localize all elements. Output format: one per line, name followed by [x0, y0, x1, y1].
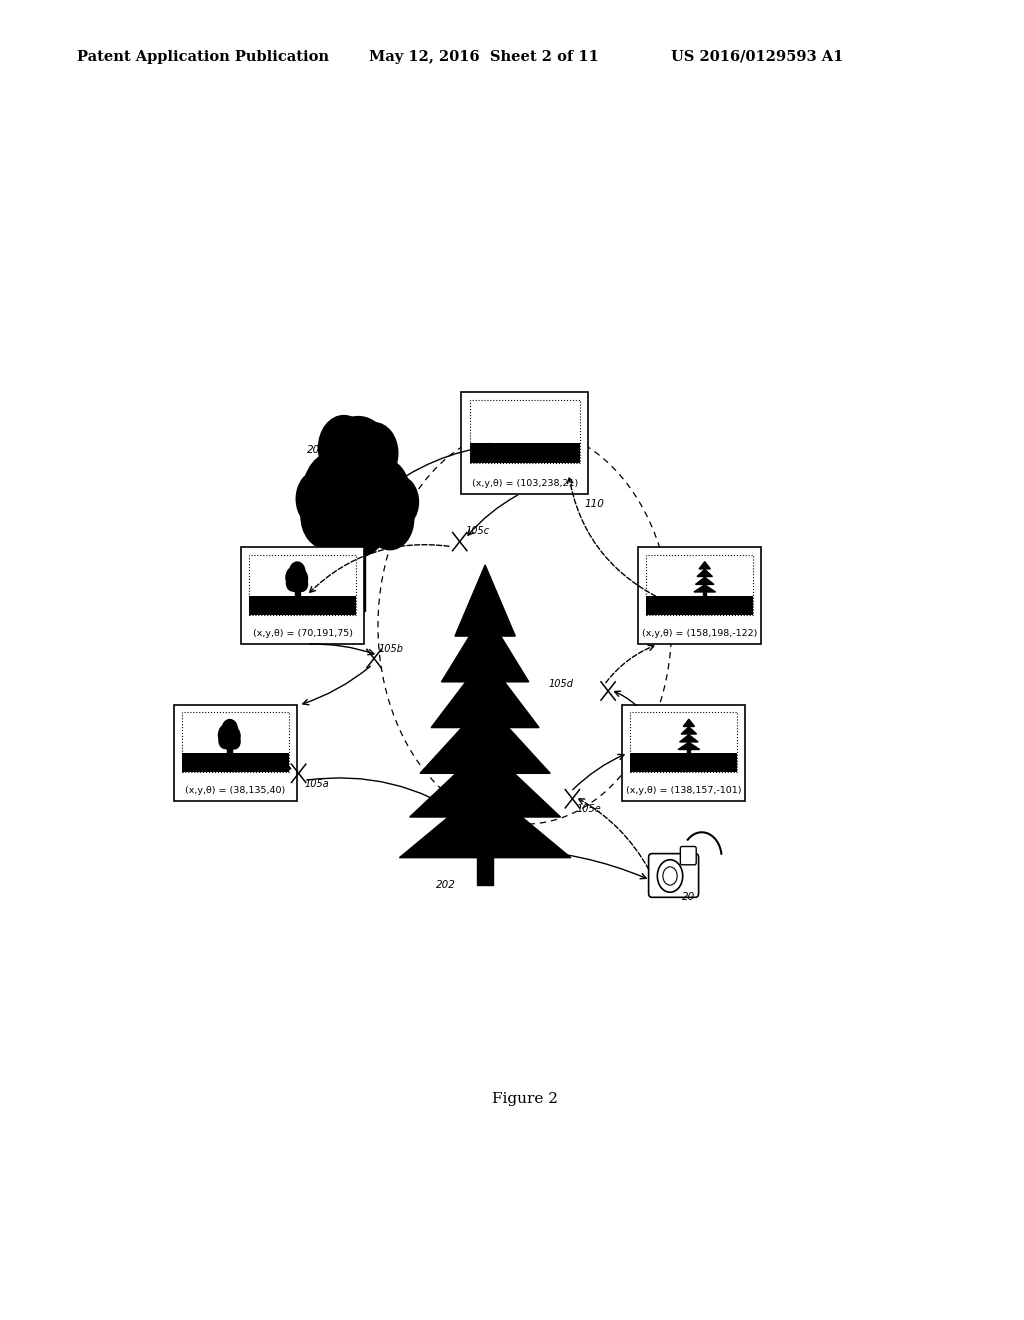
Circle shape [318, 416, 370, 480]
Circle shape [222, 719, 238, 739]
Bar [241, 548, 365, 644]
Circle shape [663, 867, 677, 886]
Bar [461, 392, 588, 494]
Text: 202: 202 [436, 880, 456, 890]
Bar [638, 548, 761, 644]
Circle shape [350, 457, 411, 535]
Circle shape [296, 470, 341, 528]
Bar [646, 595, 753, 615]
Polygon shape [441, 611, 528, 682]
Bar [470, 444, 580, 463]
Text: May 12, 2016  Sheet 2 of 11: May 12, 2016 Sheet 2 of 11 [369, 50, 598, 63]
Circle shape [228, 734, 240, 748]
Circle shape [657, 859, 683, 892]
Polygon shape [683, 719, 694, 726]
Circle shape [219, 733, 231, 748]
Circle shape [293, 569, 307, 587]
Polygon shape [694, 585, 716, 591]
Bar [181, 713, 289, 772]
Bar [477, 809, 494, 886]
Circle shape [377, 475, 419, 528]
Circle shape [286, 568, 302, 587]
Polygon shape [680, 735, 698, 742]
Polygon shape [410, 746, 560, 817]
Text: (x,y,θ) = (158,198,-122): (x,y,θ) = (158,198,-122) [642, 628, 757, 638]
Circle shape [225, 727, 240, 746]
Text: US 2016/0129593 A1: US 2016/0129593 A1 [671, 50, 843, 63]
Polygon shape [695, 577, 714, 585]
Circle shape [350, 422, 397, 483]
Bar [687, 748, 690, 755]
Bar [174, 705, 297, 801]
Circle shape [290, 562, 305, 582]
Bar [703, 590, 707, 597]
Text: 105b: 105b [379, 644, 403, 655]
Bar [630, 713, 737, 772]
Circle shape [218, 725, 234, 746]
Text: 105a: 105a [304, 779, 329, 788]
Text: (x,y,θ) = (38,135,40): (x,y,θ) = (38,135,40) [185, 787, 286, 795]
Polygon shape [678, 742, 699, 750]
Bar [249, 554, 356, 615]
Text: 110: 110 [585, 499, 604, 510]
Circle shape [302, 451, 370, 536]
Polygon shape [697, 569, 713, 577]
Text: Patent Application Publication: Patent Application Publication [77, 50, 329, 63]
Text: Figure 2: Figure 2 [492, 1092, 558, 1106]
Bar [351, 524, 366, 611]
Bar [227, 737, 232, 755]
Circle shape [324, 417, 393, 506]
Circle shape [301, 483, 352, 549]
Text: (x,y,θ) = (103,238,21): (x,y,θ) = (103,238,21) [472, 479, 578, 487]
Bar [622, 705, 745, 801]
Polygon shape [431, 656, 539, 727]
Text: 105c: 105c [465, 527, 489, 536]
Bar [630, 754, 737, 772]
Circle shape [290, 574, 304, 593]
Bar [181, 754, 289, 772]
Text: 105e: 105e [577, 804, 601, 814]
Bar [249, 595, 356, 615]
Polygon shape [681, 727, 696, 734]
Bar [470, 400, 580, 463]
Circle shape [287, 576, 299, 591]
Text: (x,y,θ) = (138,157,-101): (x,y,θ) = (138,157,-101) [626, 787, 741, 795]
Circle shape [327, 475, 390, 557]
Text: 20: 20 [682, 892, 695, 903]
Bar [295, 579, 300, 597]
Circle shape [367, 488, 414, 549]
FancyBboxPatch shape [680, 846, 696, 865]
Circle shape [222, 731, 237, 750]
Polygon shape [399, 787, 570, 858]
Bar [646, 554, 753, 615]
Circle shape [296, 577, 307, 591]
Polygon shape [699, 562, 711, 569]
FancyBboxPatch shape [648, 854, 698, 898]
Text: 105d: 105d [549, 678, 573, 689]
Polygon shape [455, 565, 515, 636]
Text: (x,y,θ) = (70,191,75): (x,y,θ) = (70,191,75) [253, 628, 352, 638]
Polygon shape [420, 702, 550, 774]
Text: 201: 201 [306, 445, 327, 455]
